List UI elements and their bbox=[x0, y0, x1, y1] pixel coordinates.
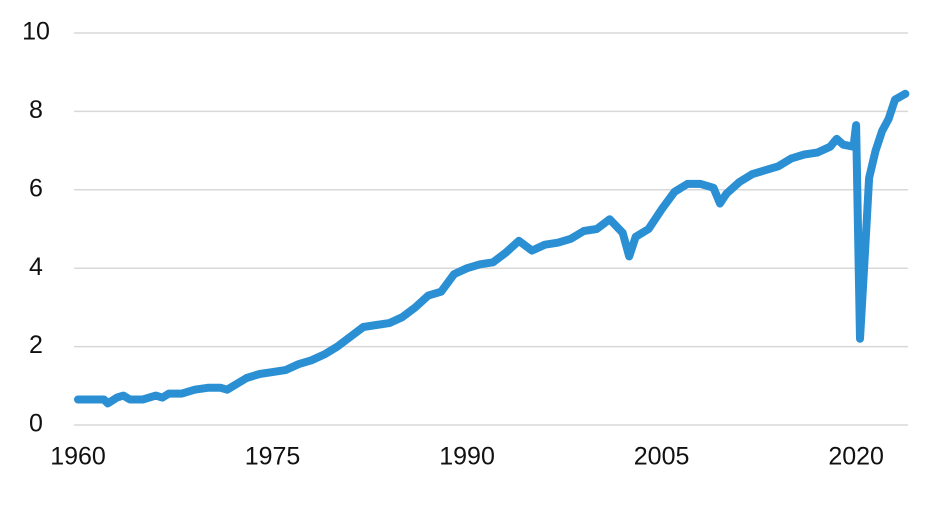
x-tick-label: 1990 bbox=[439, 443, 495, 471]
y-tick-label: 2 bbox=[29, 331, 43, 359]
y-tick-label: 0 bbox=[29, 410, 43, 438]
x-tick-label: 2005 bbox=[634, 443, 690, 471]
x-tick-label: 1960 bbox=[50, 443, 106, 471]
y-tick-label: 4 bbox=[29, 253, 43, 281]
x-tick-label: 1975 bbox=[245, 443, 301, 471]
y-tick-label: 10 bbox=[22, 18, 50, 46]
y-tick-label: 8 bbox=[29, 96, 43, 124]
x-tick-label: 2020 bbox=[828, 443, 884, 471]
data-line bbox=[74, 89, 910, 408]
y-tick-label: 6 bbox=[29, 174, 43, 202]
